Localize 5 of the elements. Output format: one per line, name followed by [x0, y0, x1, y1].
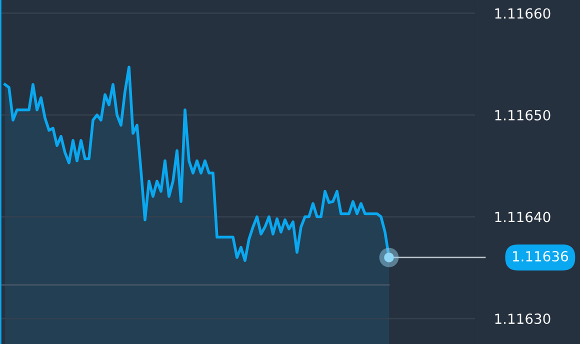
y-tick-label: 1.11660 [495, 8, 550, 19]
y-tick-label: 1.11650 [495, 110, 550, 120]
y-tick-label: 1.11640 [495, 212, 550, 222]
y-tick-label: 1.11630 [495, 314, 550, 324]
text: 1.11636 [512, 251, 568, 262]
